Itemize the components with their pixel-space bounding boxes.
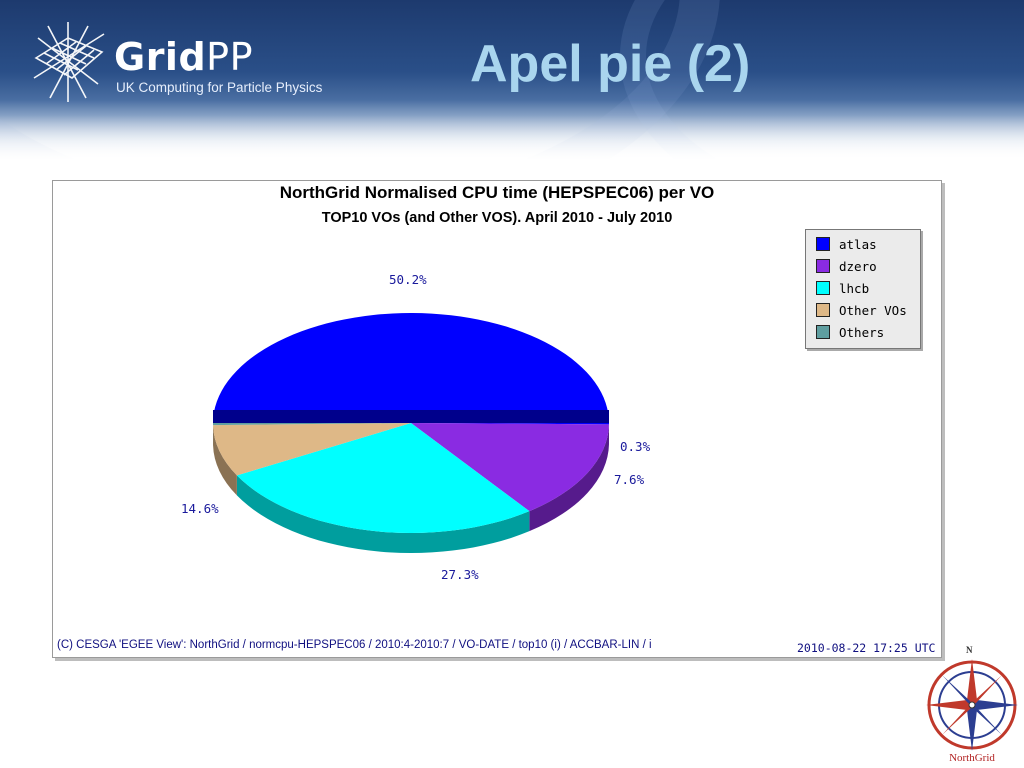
chart-footer-source: (C) CESGA 'EGEE View': NorthGrid / normc… [57, 639, 652, 651]
brand-name: GridPP [114, 35, 254, 79]
slice-label-dzero: 14.6% [181, 501, 219, 516]
northgrid-logo-label: NorthGrid [949, 752, 995, 764]
slice-label-atlas: 50.2% [389, 272, 427, 287]
chart-legend: atlas dzero lhcb Other VOs Others [805, 229, 921, 349]
gridpp-logo-icon [33, 22, 105, 102]
pie-side-lhcb [236, 475, 530, 553]
chart-subtitle: TOP10 VOs (and Other VOS). April 2010 - … [321, 210, 673, 226]
slice-label-lhcb: 27.3% [441, 567, 479, 582]
legend-item-others: Others [816, 323, 884, 341]
pie-side-other-vos [213, 425, 237, 496]
northgrid-compass-icon [926, 659, 1018, 751]
legend-swatch [816, 303, 830, 317]
legend-swatch [816, 259, 830, 273]
pie-slice-lhcb [236, 423, 530, 533]
pie-slice-other-vos [213, 423, 411, 476]
legend-swatch [816, 325, 830, 339]
legend-label: Other VOs [839, 302, 907, 318]
pie-edge-atlas [213, 410, 609, 423]
legend-label: lhcb [839, 280, 870, 296]
pie-chart-canvas [213, 313, 610, 553]
slide-title: Apel pie (2) [470, 35, 751, 93]
slice-label-other-vos: 7.6% [614, 472, 645, 487]
header-banner [0, 0, 1024, 160]
legend-label: atlas [839, 236, 877, 252]
banner-fade [0, 100, 1024, 160]
chart-title: NorthGrid Normalised CPU time (HEPSPEC06… [279, 183, 715, 202]
compass-north-letter: N [966, 645, 973, 655]
legend-item-atlas: atlas [816, 235, 877, 253]
chart-footer-timestamp: 2010-08-22 17:25 UTC [797, 641, 936, 655]
pie-slice-atlas [213, 313, 609, 425]
legend-swatch [816, 281, 830, 295]
legend-label: Others [839, 324, 885, 340]
pie-slice-others [213, 423, 411, 426]
legend-item-lhcb: lhcb [816, 279, 869, 297]
brand-subtitle: UK Computing for Particle Physics [116, 80, 323, 95]
legend-label: dzero [839, 258, 877, 274]
pie-side-dzero [529, 424, 609, 532]
legend-item-other-vos: Other VOs [816, 301, 907, 319]
pie-slice-dzero [411, 423, 609, 512]
pie-chart-image: NorthGrid Normalised CPU time (HEPSPEC06… [52, 180, 942, 658]
legend-swatch [816, 237, 830, 251]
legend-item-dzero: dzero [816, 257, 877, 275]
slice-label-others: 0.3% [620, 439, 651, 454]
